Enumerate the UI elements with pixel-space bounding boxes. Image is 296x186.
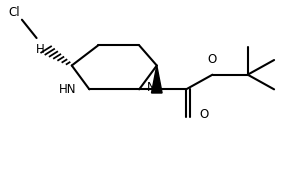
Polygon shape — [152, 65, 162, 93]
Text: Cl: Cl — [9, 6, 20, 19]
Text: HN: HN — [59, 83, 76, 96]
Text: O: O — [207, 53, 216, 66]
Text: H: H — [36, 43, 44, 56]
Text: N: N — [147, 81, 155, 94]
Text: O: O — [199, 108, 209, 121]
